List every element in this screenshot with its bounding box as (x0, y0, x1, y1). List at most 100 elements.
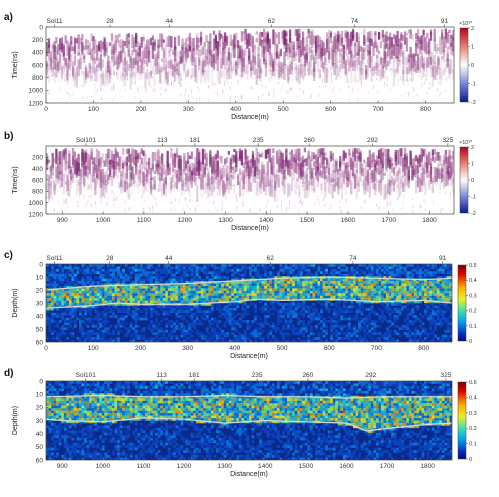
y-tick-label: 200 (32, 37, 43, 44)
colorbar-tick-label: 0 (469, 457, 472, 463)
sol-label: 62 (267, 255, 275, 262)
panel-c: c) Sol11 28 44 62 74 910 100 200 300 400 500 600 700 8… (4, 250, 477, 360)
x-tick-label: 1300 (218, 217, 233, 224)
sol-label: Sol101 (76, 137, 97, 144)
y-axis-label: Time(ns) (12, 166, 19, 193)
x-tick-label: 1500 (299, 463, 314, 470)
y-axis-label: Depth(m) (12, 288, 19, 317)
sol-label: 260 (304, 137, 315, 144)
x-tick-label: 400 (230, 106, 241, 113)
x-tick-label: 700 (371, 345, 382, 352)
x-tick-label: 0 (44, 345, 48, 352)
colorbar-tick-label: 0.2 (469, 426, 477, 432)
x-tick-label: 1500 (300, 217, 315, 224)
y-tick-label: 60 (36, 339, 44, 346)
x-tick-label: 700 (373, 106, 384, 113)
x-tick-label: 1800 (422, 217, 437, 224)
panel-letter: c) (4, 250, 13, 261)
colorbar-tick-label: 0.5 (469, 263, 477, 269)
x-axis-label: Distance(m) (231, 225, 269, 232)
sol-label: 235 (253, 137, 264, 144)
colorbar-scale-label: ×10¹⁰ (459, 20, 473, 27)
colorbar-tick-label: 0 (469, 339, 472, 345)
y-tick-label: 20 (36, 287, 44, 294)
x-tick-label: 1800 (420, 463, 435, 470)
x-tick-label: 1700 (380, 463, 395, 470)
y-tick-label: 30 (36, 300, 44, 307)
colorbar-tick-label: 0.2 (469, 309, 477, 315)
data-image (46, 147, 454, 214)
sol-label: 292 (365, 372, 376, 379)
sol-label: 44 (165, 255, 173, 262)
sol-label: 181 (189, 137, 200, 144)
panel-letter: d) (4, 368, 13, 379)
colorbar-tick-label: -2 (471, 100, 476, 106)
y-axis-label: Depth(m) (12, 406, 19, 435)
x-tick-label: 1600 (339, 463, 354, 470)
colorbar (457, 381, 467, 460)
colorbar-tick-label: 0.3 (469, 411, 477, 417)
panel-letter: b) (4, 131, 13, 142)
colorbar-tick-label: 0.5 (469, 380, 477, 386)
colorbar-tick-label: -2 (471, 211, 476, 217)
y-tick-label: 400 (32, 50, 43, 57)
x-tick-label: 900 (57, 217, 68, 224)
x-tick-label: 100 (88, 345, 99, 352)
x-tick-label: 100 (88, 106, 99, 113)
sol-label: 91 (439, 255, 447, 262)
x-tick-label: 1400 (259, 217, 274, 224)
sol-label: Sol11 (46, 18, 63, 25)
y-tick-label: 0 (39, 261, 43, 268)
x-tick-label: 1100 (137, 217, 151, 224)
sol-label: 28 (106, 18, 114, 25)
y-tick-label: 0 (39, 378, 43, 385)
x-tick-label: 1000 (96, 217, 111, 224)
x-tick-label: 900 (57, 463, 68, 470)
sol-label: 74 (349, 255, 357, 262)
x-tick-label: 1700 (381, 217, 396, 224)
x-axis-label: Distance(m) (230, 471, 268, 478)
sol-label: 325 (440, 372, 451, 379)
y-tick-label: 1000 (29, 88, 44, 95)
colorbar-tick-label: 1 (471, 45, 474, 51)
x-tick-label: 1200 (177, 463, 192, 470)
x-tick-label: 1000 (96, 463, 111, 470)
sol-label: 235 (252, 372, 263, 379)
colorbar-tick-label: 0.4 (469, 395, 477, 401)
colorbar-tick-label: 0 (471, 178, 474, 184)
x-tick-label: 1100 (136, 463, 150, 470)
y-tick-label: 1000 (29, 200, 44, 207)
upper-boundary-line (46, 394, 452, 399)
sol-label: 44 (166, 18, 174, 25)
y-tick-label: 1200 (29, 100, 44, 107)
lower-boundary-line (46, 298, 452, 309)
x-tick-label: 300 (183, 106, 194, 113)
sol-label: 28 (106, 255, 114, 262)
y-tick-label: 50 (36, 444, 44, 451)
colorbar (459, 27, 469, 103)
sol-label: 91 (441, 18, 449, 25)
y-tick-label: 600 (32, 62, 43, 69)
x-tick-label: 800 (420, 106, 431, 113)
y-tick-label: 600 (32, 177, 43, 184)
sol-label: 74 (351, 18, 359, 25)
x-tick-label: 1300 (217, 463, 232, 470)
colorbar-tick-label: 0.1 (469, 324, 477, 330)
x-tick-label: 600 (324, 345, 335, 352)
y-tick-label: 400 (32, 166, 43, 173)
y-tick-label: 10 (36, 391, 44, 398)
colorbar-tick-label: -1 (471, 82, 476, 88)
y-tick-label: 50 (36, 326, 44, 333)
colorbar-tick-label: 0.1 (469, 442, 477, 448)
sol-label: 62 (268, 18, 276, 25)
x-tick-label: 1400 (258, 463, 273, 470)
sol-label: Sol11 (46, 255, 63, 262)
x-tick-label: 200 (135, 106, 146, 113)
y-axis-label: Time(ns) (12, 51, 19, 78)
x-tick-label: 1600 (341, 217, 356, 224)
y-tick-label: 1200 (29, 211, 44, 218)
sol-label: Sol101 (76, 372, 97, 379)
y-tick-label: 10 (36, 274, 44, 281)
x-tick-label: 500 (278, 106, 289, 113)
